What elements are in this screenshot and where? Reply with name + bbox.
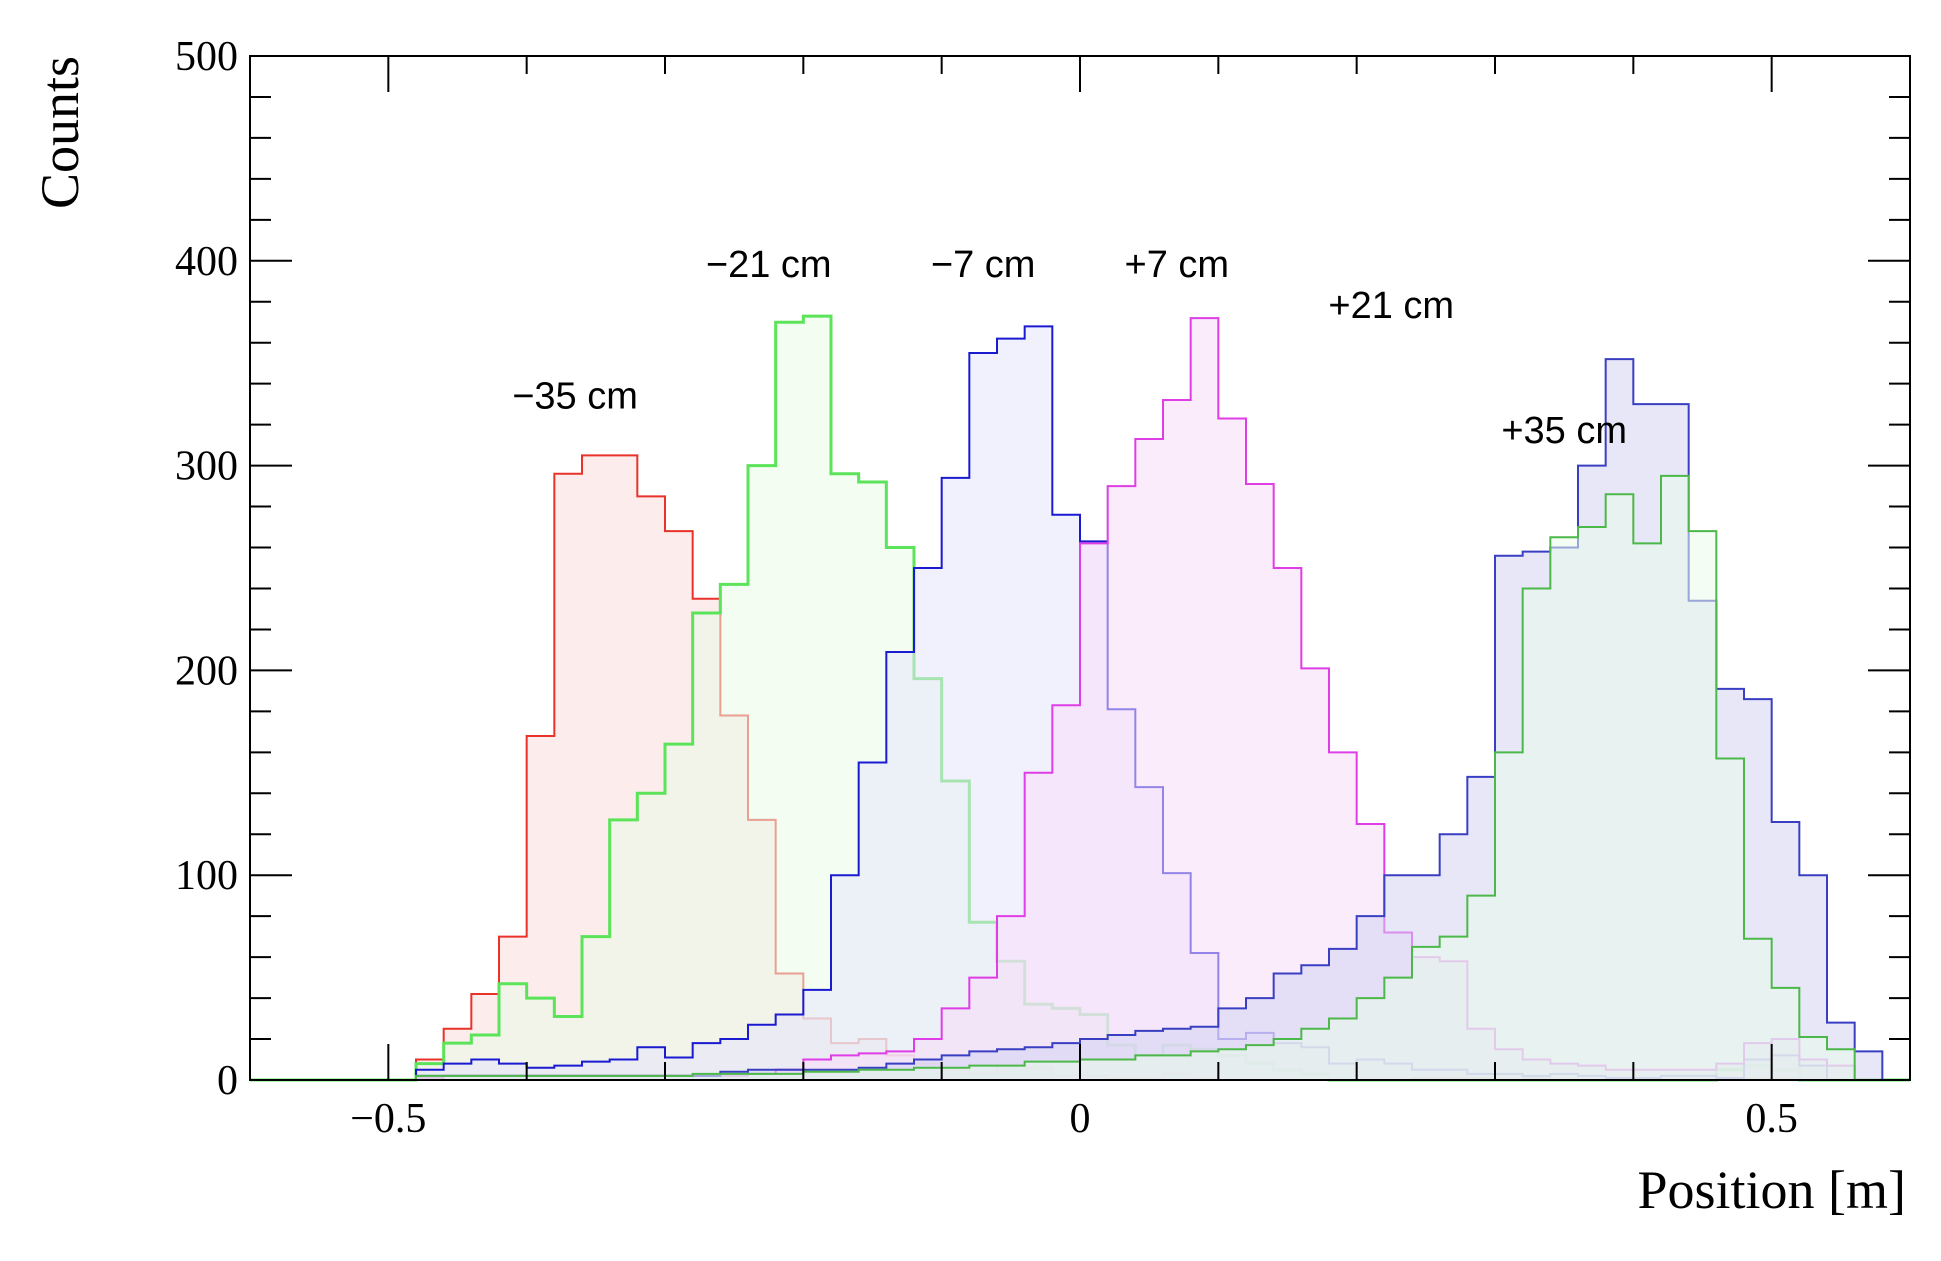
tick-layer xyxy=(250,55,1910,1081)
y-axis-title: Counts xyxy=(30,56,90,209)
x-tick-label: −0.5 xyxy=(350,1096,426,1142)
peak-annotation: −35 cm xyxy=(512,375,638,417)
y-tick-label: 0 xyxy=(217,1058,238,1104)
x-axis-title: Position [m] xyxy=(1637,1160,1906,1220)
peak-annotation: +21 cm xyxy=(1328,285,1454,327)
peak-annotation: +35 cm xyxy=(1501,410,1627,452)
x-tick-label: 0 xyxy=(1070,1096,1091,1142)
x-tick-label: 0.5 xyxy=(1745,1096,1798,1142)
y-tick-label: 500 xyxy=(175,34,238,80)
series-6-fill xyxy=(250,475,1910,1081)
peak-annotation: −7 cm xyxy=(931,244,1036,286)
series-2-fill xyxy=(250,316,1910,1081)
series-6-outline xyxy=(250,474,1910,1081)
y-tick-label: 300 xyxy=(175,444,238,490)
y-tick-label: 200 xyxy=(175,648,238,694)
series-layer xyxy=(250,314,1910,1082)
y-tick-label: 400 xyxy=(175,239,238,285)
histogram-series-6 xyxy=(250,474,1910,1081)
y-tick-label: 100 xyxy=(175,853,238,899)
peak-annotation: −21 cm xyxy=(706,244,832,286)
peak-annotation: +7 cm xyxy=(1125,244,1230,286)
label-layer: −0.5 0 0.5 0 100 200 300 400 500 −35 cm −21 cm −7 c… xyxy=(175,34,1798,1142)
